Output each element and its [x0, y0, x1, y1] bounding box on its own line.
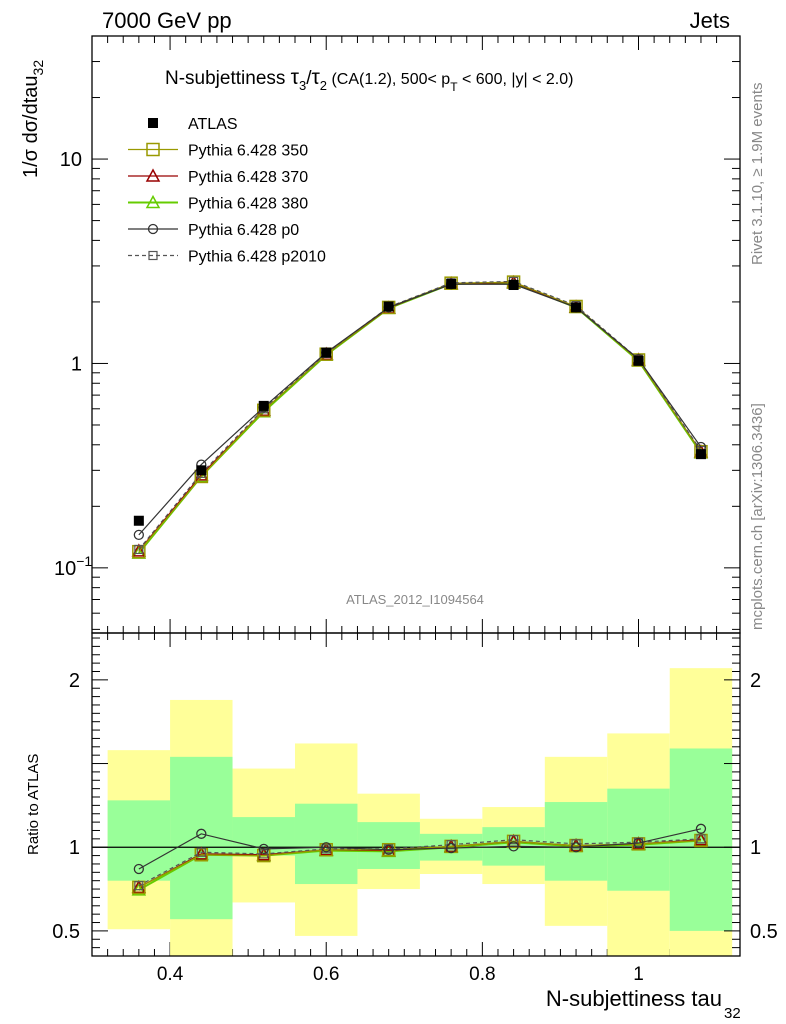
main-point-atlas	[258, 400, 269, 411]
main-point-pythia-6-428-p0	[133, 529, 144, 541]
ratio-point-pythia-6-428-p0	[695, 823, 707, 834]
legend-marker-pythia-6-428-p0	[147, 223, 159, 235]
ratio-y-tick-label-right: 1	[750, 837, 761, 859]
ratio-line-pythia-6-428-p0	[138, 828, 702, 870]
ratio-point-pythia-6-428-p0	[196, 828, 207, 839]
main-panel: 10−1 1 10	[54, 35, 741, 956]
main-point-pythia-6-428-380	[194, 468, 209, 483]
main-point-atlas	[446, 278, 457, 289]
ratio-y-tick-label: 1	[69, 837, 80, 859]
ratio-point-pythia-6-428-p0	[258, 843, 269, 855]
x-tick-label: 0.6	[313, 964, 339, 985]
ratio-point-pythia-6-428-p2010	[696, 834, 706, 844]
legend-marker-pythia-6-428-380	[145, 194, 161, 209]
header-left: 7000 GeV pp	[102, 8, 232, 33]
main-point-atlas	[508, 280, 519, 291]
y-tick-label: 10	[60, 149, 82, 171]
y-tick-label: 1	[71, 353, 82, 375]
legend-label-atlas: ATLAS	[188, 116, 238, 133]
ratio-y-tick-label: 0.5	[52, 921, 80, 943]
plot-title: N-subjettiness τ3/τ2 (CA(1.2), 500< pT <…	[165, 66, 573, 94]
legend-marker-atlas	[148, 118, 158, 128]
main-point-atlas	[571, 302, 582, 313]
legend-label-pythia-6-428-p2010: Pythia 6.428 p2010	[188, 249, 326, 266]
ratio-band-green	[107, 800, 171, 881]
main-point-atlas	[383, 301, 394, 312]
main-point-atlas	[321, 347, 332, 358]
mcplots-label: mcplots.cern.ch [arXiv:1306.3436]	[749, 403, 766, 630]
ratio-point-pythia-6-428-p0	[133, 863, 144, 875]
legend: ATLAS Pythia 6.428 350 Pythia 6.428 370 Pyt…	[128, 116, 326, 266]
main-point-pythia-6-428-350	[381, 300, 396, 315]
main-line-pythia-6-428-350	[138, 281, 702, 553]
main-line-pythia-6-428-380	[138, 281, 702, 554]
ratio-y-tick-label: 2	[69, 670, 80, 692]
ratio-point-pythia-6-428-p0	[508, 841, 519, 852]
ratio-point-pythia-6-428-370	[194, 846, 209, 860]
x-axis-label: N-subjettiness tau	[546, 986, 722, 1011]
main-line-pythia-6-428-p2010	[138, 280, 702, 550]
ratio-point-pythia-6-428-p2010	[259, 849, 269, 859]
legend-marker-pythia-6-428-370	[145, 168, 161, 182]
ratio-line-pythia-6-428-p2010	[138, 838, 701, 887]
header-right: Jets	[690, 8, 730, 33]
main-line-pythia-6-428-370	[138, 281, 702, 552]
main-ylabel: 1/σ dσ/dtau32	[20, 60, 46, 178]
main-point-atlas	[196, 465, 207, 476]
legend-label-pythia-6-428-350: Pythia 6.428 350	[188, 143, 308, 160]
legend-label-pythia-6-428-380: Pythia 6.428 380	[188, 196, 308, 213]
ratio-point-pythia-6-428-p2010	[508, 835, 519, 845]
main-point-atlas	[133, 515, 144, 526]
legend-marker-pythia-6-428-350	[146, 142, 160, 157]
ratio-point-pythia-6-428-p2010	[571, 839, 581, 849]
main-point-pythia-6-428-370	[131, 543, 147, 557]
ratio-point-pythia-6-428-p2010	[446, 840, 456, 850]
x-tick-label: 0.4	[157, 964, 184, 985]
ratio-y-tick-label-right: 0.5	[750, 921, 778, 943]
ratio-panel: 0.4 0.6 0.8 1 0.5 0.5 1 1 2 2	[52, 632, 778, 985]
ratio-point-pythia-6-428-370	[131, 879, 147, 894]
ratio-point-pythia-6-428-p0	[445, 842, 457, 854]
main-point-pythia-6-428-p2010	[134, 544, 144, 555]
legend-marker-pythia-6-428-p2010	[148, 250, 158, 261]
ratio-point-pythia-6-428-p2010	[134, 881, 144, 891]
x-tick-label: 0.8	[469, 964, 495, 985]
ratio-point-pythia-6-428-p0	[383, 844, 394, 855]
ratio-y-tick-label-right: 2	[750, 670, 761, 692]
ratio-ylabel: Ratio to ATLAS	[25, 754, 42, 855]
main-point-pythia-6-428-350	[631, 353, 646, 367]
main-point-atlas	[633, 355, 644, 366]
main-point-atlas	[695, 449, 706, 460]
x-tick-label: 1	[633, 964, 644, 985]
main-line-pythia-6-428-p0	[138, 283, 702, 536]
legend-label-pythia-6-428-p0: Pythia 6.428 p0	[188, 222, 299, 239]
rivet-label: Rivet 3.1.10, ≥ 1.9M events	[749, 83, 766, 266]
legend-label-pythia-6-428-370: Pythia 6.428 370	[188, 169, 308, 186]
ratio-point-pythia-6-428-p0	[321, 842, 332, 853]
x-axis-label-sub: 32	[724, 1005, 741, 1022]
ratio-point-pythia-6-428-p0	[570, 842, 582, 853]
analysis-id: ATLAS_2012_I1094564	[346, 592, 484, 607]
ratio-point-pythia-6-428-p0	[633, 837, 644, 849]
ratio-point-pythia-6-428-p2010	[196, 847, 206, 857]
ratio-frame	[91, 632, 741, 957]
y-tick-label: 10−1	[54, 553, 92, 580]
